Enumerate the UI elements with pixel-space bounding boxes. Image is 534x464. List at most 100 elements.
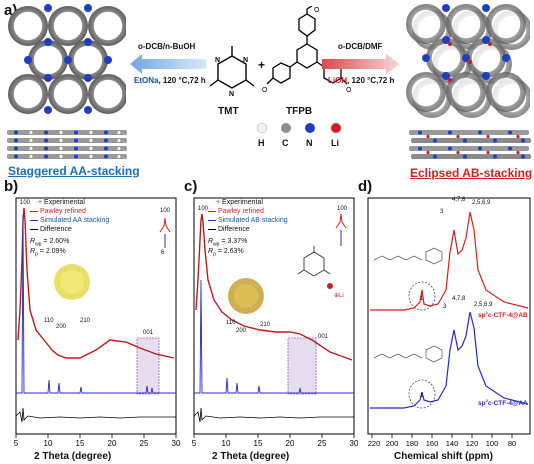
svg-text:N: N bbox=[243, 57, 248, 64]
panel-c-xtick-15: 15 bbox=[254, 439, 263, 448]
panel-c-xtick-5: 5 bbox=[192, 439, 197, 448]
panel-d-lower-structure bbox=[373, 345, 443, 363]
panel-b-xtick-5: 5 bbox=[14, 439, 19, 448]
panel-b-xtick-10: 10 bbox=[44, 439, 53, 448]
panel-c-xtick-30: 30 bbox=[350, 439, 359, 448]
tmt-molecule: N N N bbox=[209, 46, 255, 98]
panel-c-legend-pawley: Pawley refined bbox=[208, 208, 264, 215]
left-condition: EtONa, 120 °C,72 h bbox=[134, 76, 206, 85]
panel-c-rwp: Rwp = 3.37% bbox=[208, 238, 248, 248]
right-condition: LiOH, 120 °C,72 h bbox=[328, 76, 394, 85]
panel-c-frame bbox=[193, 197, 355, 435]
panel-c-molecule bbox=[297, 246, 331, 277]
tfpb-label: TFPB bbox=[286, 106, 313, 117]
legend-n: N bbox=[306, 138, 313, 148]
panel-b-xtick-20: 20 bbox=[108, 439, 117, 448]
panel-d-upper-sample: sp2c-CTF-4@AB bbox=[478, 310, 528, 320]
panel-d-upper-circle-label: 1 bbox=[420, 296, 424, 302]
panel-d-xtick-140: 140 bbox=[446, 439, 459, 448]
panel-b-legend-simulated: Simulated AA stacking bbox=[30, 217, 109, 224]
panel-c-inset-line bbox=[335, 213, 347, 229]
panel-d-xtick-200: 200 bbox=[386, 439, 399, 448]
panel-d-upper-circle bbox=[408, 281, 436, 311]
panel-d-label: d) bbox=[358, 178, 373, 195]
panel-d-xtick-160: 160 bbox=[426, 439, 439, 448]
panel-b-inset-6: 6 bbox=[161, 250, 165, 256]
panel-c-experimental-line bbox=[195, 213, 353, 361]
panel-c-highlight bbox=[287, 337, 317, 395]
panel-b-peak-210: 210 bbox=[80, 318, 91, 324]
legend-li: Li bbox=[331, 138, 339, 148]
svg-text:O: O bbox=[346, 87, 352, 94]
aa-framework-image bbox=[8, 4, 126, 114]
svg-text:O: O bbox=[262, 87, 268, 94]
panel-b-xtick-15: 15 bbox=[76, 439, 85, 448]
panel-d-lower-circle-label: 1 bbox=[420, 393, 424, 399]
panel-c-peak-001: 001 bbox=[318, 334, 329, 340]
panel-c-xtick-25: 25 bbox=[318, 439, 327, 448]
panel-d-upper-line bbox=[370, 211, 529, 311]
panel-b-legend-experimental: + Experimental bbox=[38, 199, 85, 206]
tmt-label: TMT bbox=[218, 106, 239, 117]
aa-caption: Staggered AA-stacking bbox=[8, 164, 140, 178]
panel-c-peak-200: 200 bbox=[236, 328, 247, 334]
ab-caption: Eclipsed AB-stacking bbox=[410, 166, 533, 180]
panel-c-xtick-20: 20 bbox=[286, 439, 295, 448]
panel-d-upper-peak-478: 4,7,8 bbox=[452, 197, 466, 203]
panel-b-frame bbox=[15, 197, 177, 435]
panel-d-lower-peak-478: 4,7,8 bbox=[452, 296, 466, 302]
panel-d-lower-sample: sp2c-CTF-4@AA bbox=[478, 398, 528, 408]
panel-b-inset-line bbox=[159, 217, 171, 233]
panel-c-chart: 5 10 15 20 25 30 bbox=[192, 197, 359, 448]
panel-c-legend-experimental: + Experimental bbox=[216, 199, 263, 206]
panel-d-frame bbox=[367, 197, 531, 435]
svg-text:N: N bbox=[215, 57, 220, 64]
panel-d-xtick-80: 80 bbox=[508, 439, 516, 448]
panel-c-legend-simulated: Simulated AB stacking bbox=[208, 217, 288, 224]
svg-text:N: N bbox=[229, 91, 234, 98]
panel-c-xlabel: 2 Theta (degree) bbox=[212, 451, 290, 462]
panel-b-legend-difference: Difference bbox=[30, 226, 72, 233]
panel-d-lower-circle bbox=[408, 379, 436, 409]
panel-d-upper-peak-2569: 2,5,6,9 bbox=[472, 200, 491, 206]
panel-b-peak-001: 001 bbox=[143, 330, 154, 336]
panel-c-legend-difference: Difference bbox=[208, 226, 250, 233]
panel-d-xtick-220: 220 bbox=[368, 439, 381, 448]
panel-d-upper-peak-3: 3 bbox=[440, 209, 444, 215]
left-temp: , 120 °C,72 h bbox=[158, 76, 206, 85]
panel-b-xtick-25: 25 bbox=[140, 439, 149, 448]
panel-b-rwp: Rwp = 2.60% bbox=[30, 238, 70, 248]
panel-b-simulated-line bbox=[16, 214, 176, 394]
panel-b-peak-100: 100 bbox=[20, 200, 31, 206]
plus-sign: + bbox=[258, 58, 266, 72]
right-arrow bbox=[322, 54, 400, 74]
panel-d-lower-peak-2569: 2,5,6,9 bbox=[474, 302, 493, 308]
panel-c-difference-line bbox=[193, 407, 354, 423]
panel-d-lower-peak-3: 3 bbox=[443, 304, 447, 310]
panel-c-xtick-10: 10 bbox=[222, 439, 231, 448]
panel-d-upper-structure bbox=[373, 247, 443, 265]
panel-c-inset-100: 100 bbox=[337, 206, 348, 212]
left-solvent: o-DCB/n-BuOH bbox=[138, 42, 196, 51]
right-temp: , 120 °C,72 h bbox=[347, 76, 395, 85]
legend-h: H bbox=[258, 138, 265, 148]
panel-c-label: c) bbox=[184, 178, 198, 195]
panel-d-chart: 220 200 180 160 140 120 100 80 bbox=[367, 197, 531, 448]
panel-b-rp: Rp = 2.09% bbox=[30, 248, 66, 258]
panel-d-xtick-120: 120 bbox=[466, 439, 479, 448]
panel-c-li-label: ⊕Li bbox=[334, 293, 344, 299]
svg-text:O: O bbox=[314, 7, 320, 14]
panel-c-simulated-line bbox=[194, 279, 354, 394]
panel-b-inset-100: 100 bbox=[160, 208, 171, 214]
panel-b-chart: 5 10 15 20 25 30 bbox=[14, 197, 181, 448]
panel-b-highlight bbox=[136, 337, 160, 395]
panel-d-xtick-100: 100 bbox=[486, 439, 499, 448]
panel-d-lower-line bbox=[370, 311, 529, 409]
panel-d-xtick-180: 180 bbox=[406, 439, 419, 448]
panel-c-peak-110: 110 bbox=[226, 320, 236, 326]
panel-b-legend-pawley: Pawley refined bbox=[30, 208, 86, 215]
right-reagent: LiOH bbox=[328, 76, 348, 85]
panel-b-xtick-30: 30 bbox=[172, 439, 181, 448]
right-solvent: o-DCB/DMF bbox=[338, 42, 383, 51]
left-reagent: EtONa bbox=[134, 76, 159, 85]
